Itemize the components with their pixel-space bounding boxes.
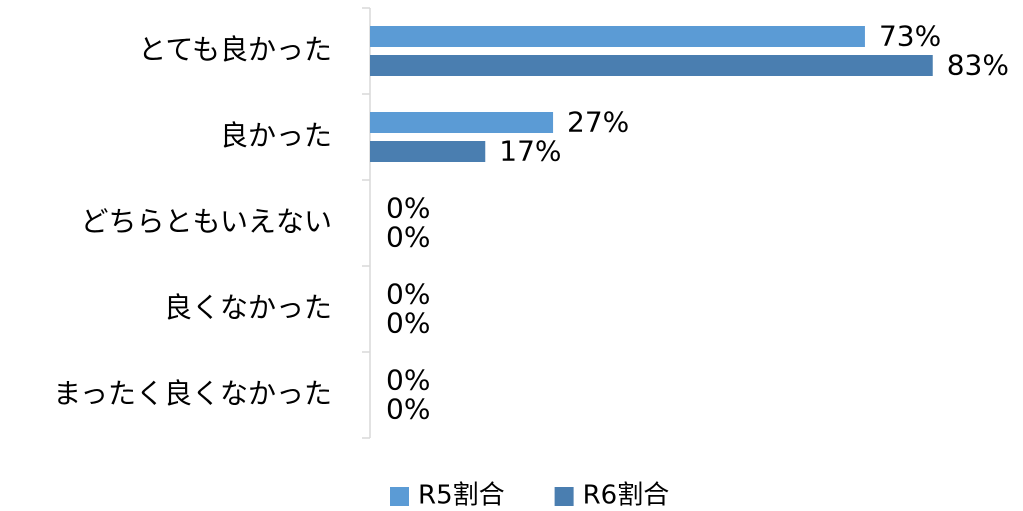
category-label: どちらともいえない xyxy=(81,205,332,238)
value-label: 0% xyxy=(386,393,430,426)
value-label: 17% xyxy=(499,135,561,168)
legend-label: R5割合 xyxy=(418,481,505,511)
value-label: 0% xyxy=(386,307,430,340)
legend-swatch xyxy=(554,487,574,506)
value-label: 83% xyxy=(947,49,1009,82)
value-label: 0% xyxy=(386,364,430,397)
bar xyxy=(370,112,554,133)
value-label: 0% xyxy=(386,221,430,254)
legend-label: R6割合 xyxy=(583,481,670,511)
category-label: 良くなかった xyxy=(164,291,332,324)
value-label: 0% xyxy=(386,192,430,225)
category-label: 良かった xyxy=(220,119,332,152)
value-label: 0% xyxy=(386,278,430,311)
bar xyxy=(370,141,486,162)
bar xyxy=(370,55,933,76)
category-label: とても良かった xyxy=(138,33,332,66)
value-label: 27% xyxy=(567,106,629,139)
value-label: 73% xyxy=(879,20,941,53)
category-label: まったく良くなかった xyxy=(53,377,332,410)
legend-swatch xyxy=(390,487,409,506)
bar xyxy=(370,26,865,47)
